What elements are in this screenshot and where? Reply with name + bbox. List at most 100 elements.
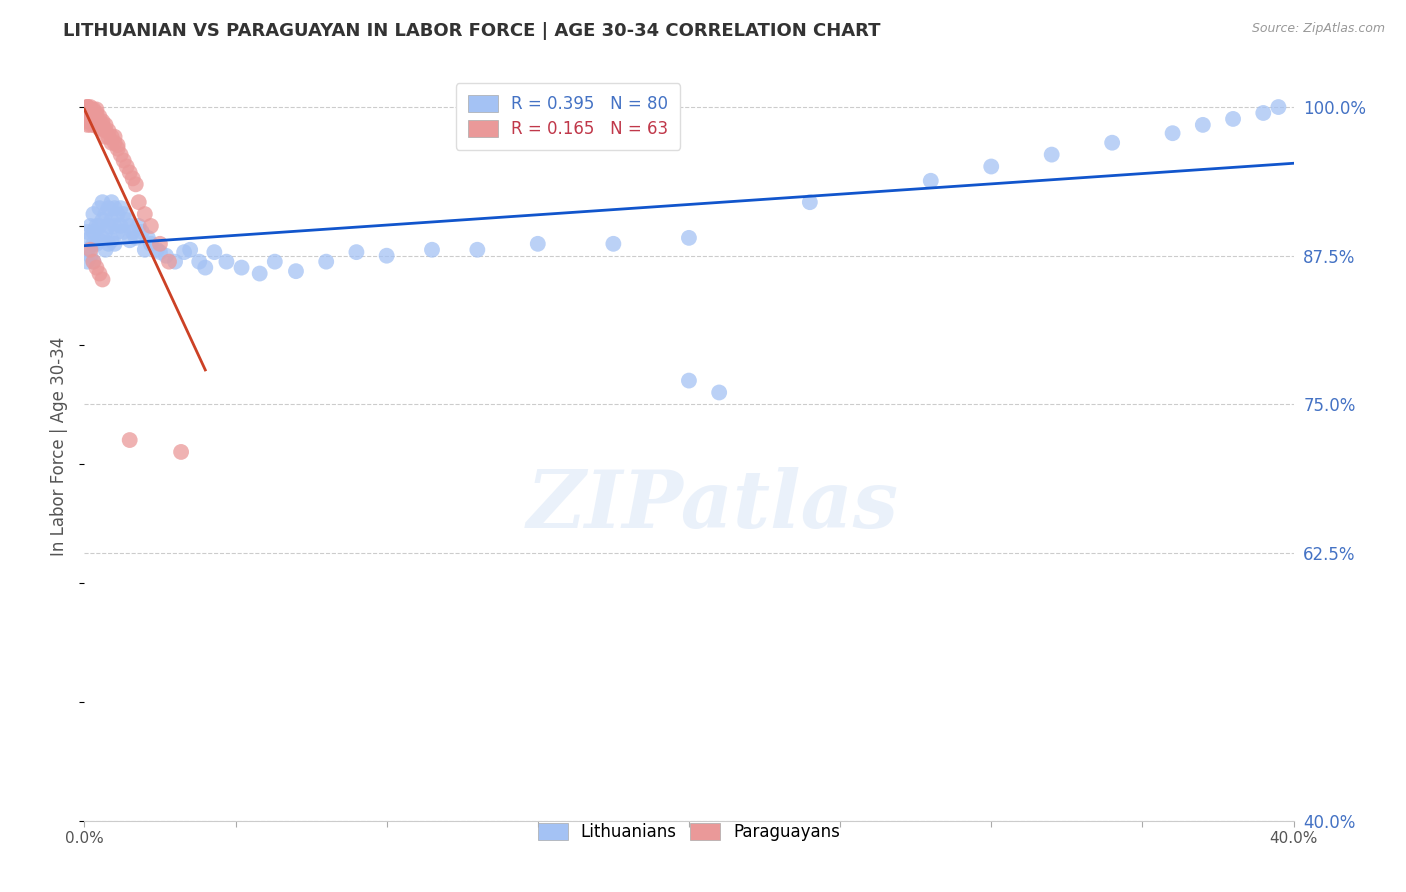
Point (82, 112, 104, 126)
Point (188, 254, 211, 268)
Point (110, 147, 132, 161)
Point (89, 233, 111, 247)
Point (89, 201, 111, 215)
Point (602, 236, 624, 251)
Point (86, 113, 108, 128)
Point (118, 433, 141, 447)
Point (76, 110, 98, 124)
Y-axis label: In Labor Force | Age 30-34: In Labor Force | Age 30-34 (51, 336, 69, 556)
Point (76, 104, 98, 119)
Point (94, 129, 117, 144)
Point (94, 225, 117, 239)
Point (100, 195, 122, 210)
Point (82, 236, 104, 251)
Point (249, 267, 271, 281)
Point (89, 118, 111, 132)
Point (79, 243, 101, 257)
Point (134, 243, 156, 257)
Point (94, 243, 117, 257)
Point (799, 195, 821, 210)
Point (97, 124, 120, 138)
Point (76, 107, 98, 121)
Point (1040, 147, 1063, 161)
Point (107, 142, 129, 156)
Point (420, 243, 443, 257)
Point (104, 219, 127, 233)
Point (149, 236, 172, 251)
Point (104, 136, 127, 150)
Point (1267, 100, 1289, 114)
Point (76, 225, 98, 239)
Point (231, 260, 253, 275)
Point (107, 225, 129, 239)
Point (1222, 112, 1244, 126)
Point (97, 219, 120, 233)
Point (76, 112, 98, 126)
Point (157, 254, 180, 268)
Point (89, 121, 111, 136)
Point (315, 254, 337, 268)
Point (131, 225, 153, 239)
Point (79, 100, 101, 114)
Point (86, 110, 108, 124)
Point (76, 114, 98, 128)
Point (89, 114, 111, 128)
Point (121, 171, 143, 186)
Point (202, 245, 225, 260)
Point (79, 219, 101, 233)
Point (94, 118, 117, 132)
Point (76, 243, 98, 257)
Point (86, 103, 108, 117)
Point (709, 385, 731, 400)
Point (107, 207, 129, 221)
Point (79, 114, 101, 128)
Point (149, 245, 172, 260)
Point (165, 254, 187, 268)
Point (76, 118, 98, 132)
Point (79, 249, 101, 263)
Point (82, 254, 104, 268)
Point (91, 114, 114, 128)
Point (980, 160, 1002, 174)
Point (112, 225, 135, 239)
Point (107, 138, 129, 153)
Point (112, 207, 135, 221)
Point (118, 219, 141, 233)
Point (86, 219, 108, 233)
Point (97, 129, 120, 144)
Point (263, 254, 285, 268)
Point (100, 129, 122, 144)
Point (76, 254, 98, 268)
Point (89, 219, 111, 233)
Point (104, 201, 127, 215)
Point (527, 236, 550, 251)
Point (173, 245, 195, 260)
Point (94, 207, 117, 221)
Point (125, 231, 148, 245)
Point (136, 231, 159, 245)
Point (179, 243, 201, 257)
Point (112, 153, 135, 168)
Point (110, 219, 132, 233)
Point (76, 100, 98, 114)
Point (104, 236, 127, 251)
Point (97, 201, 120, 215)
Point (1101, 136, 1123, 150)
Legend: Lithuanians, Paraguayans: Lithuanians, Paraguayans (529, 815, 849, 850)
Point (91, 213, 114, 227)
Point (79, 231, 101, 245)
Point (375, 249, 398, 263)
Point (678, 374, 700, 388)
Point (100, 233, 122, 247)
Point (89, 267, 111, 281)
Text: ZIPatlas: ZIPatlas (527, 467, 900, 545)
Text: Source: ZipAtlas.com: Source: ZipAtlas.com (1251, 22, 1385, 36)
Point (86, 106, 108, 120)
Point (104, 129, 127, 144)
Point (76, 103, 98, 117)
Point (82, 207, 104, 221)
Point (134, 207, 156, 221)
Point (91, 195, 114, 210)
Point (1192, 118, 1215, 132)
Point (76, 100, 98, 114)
